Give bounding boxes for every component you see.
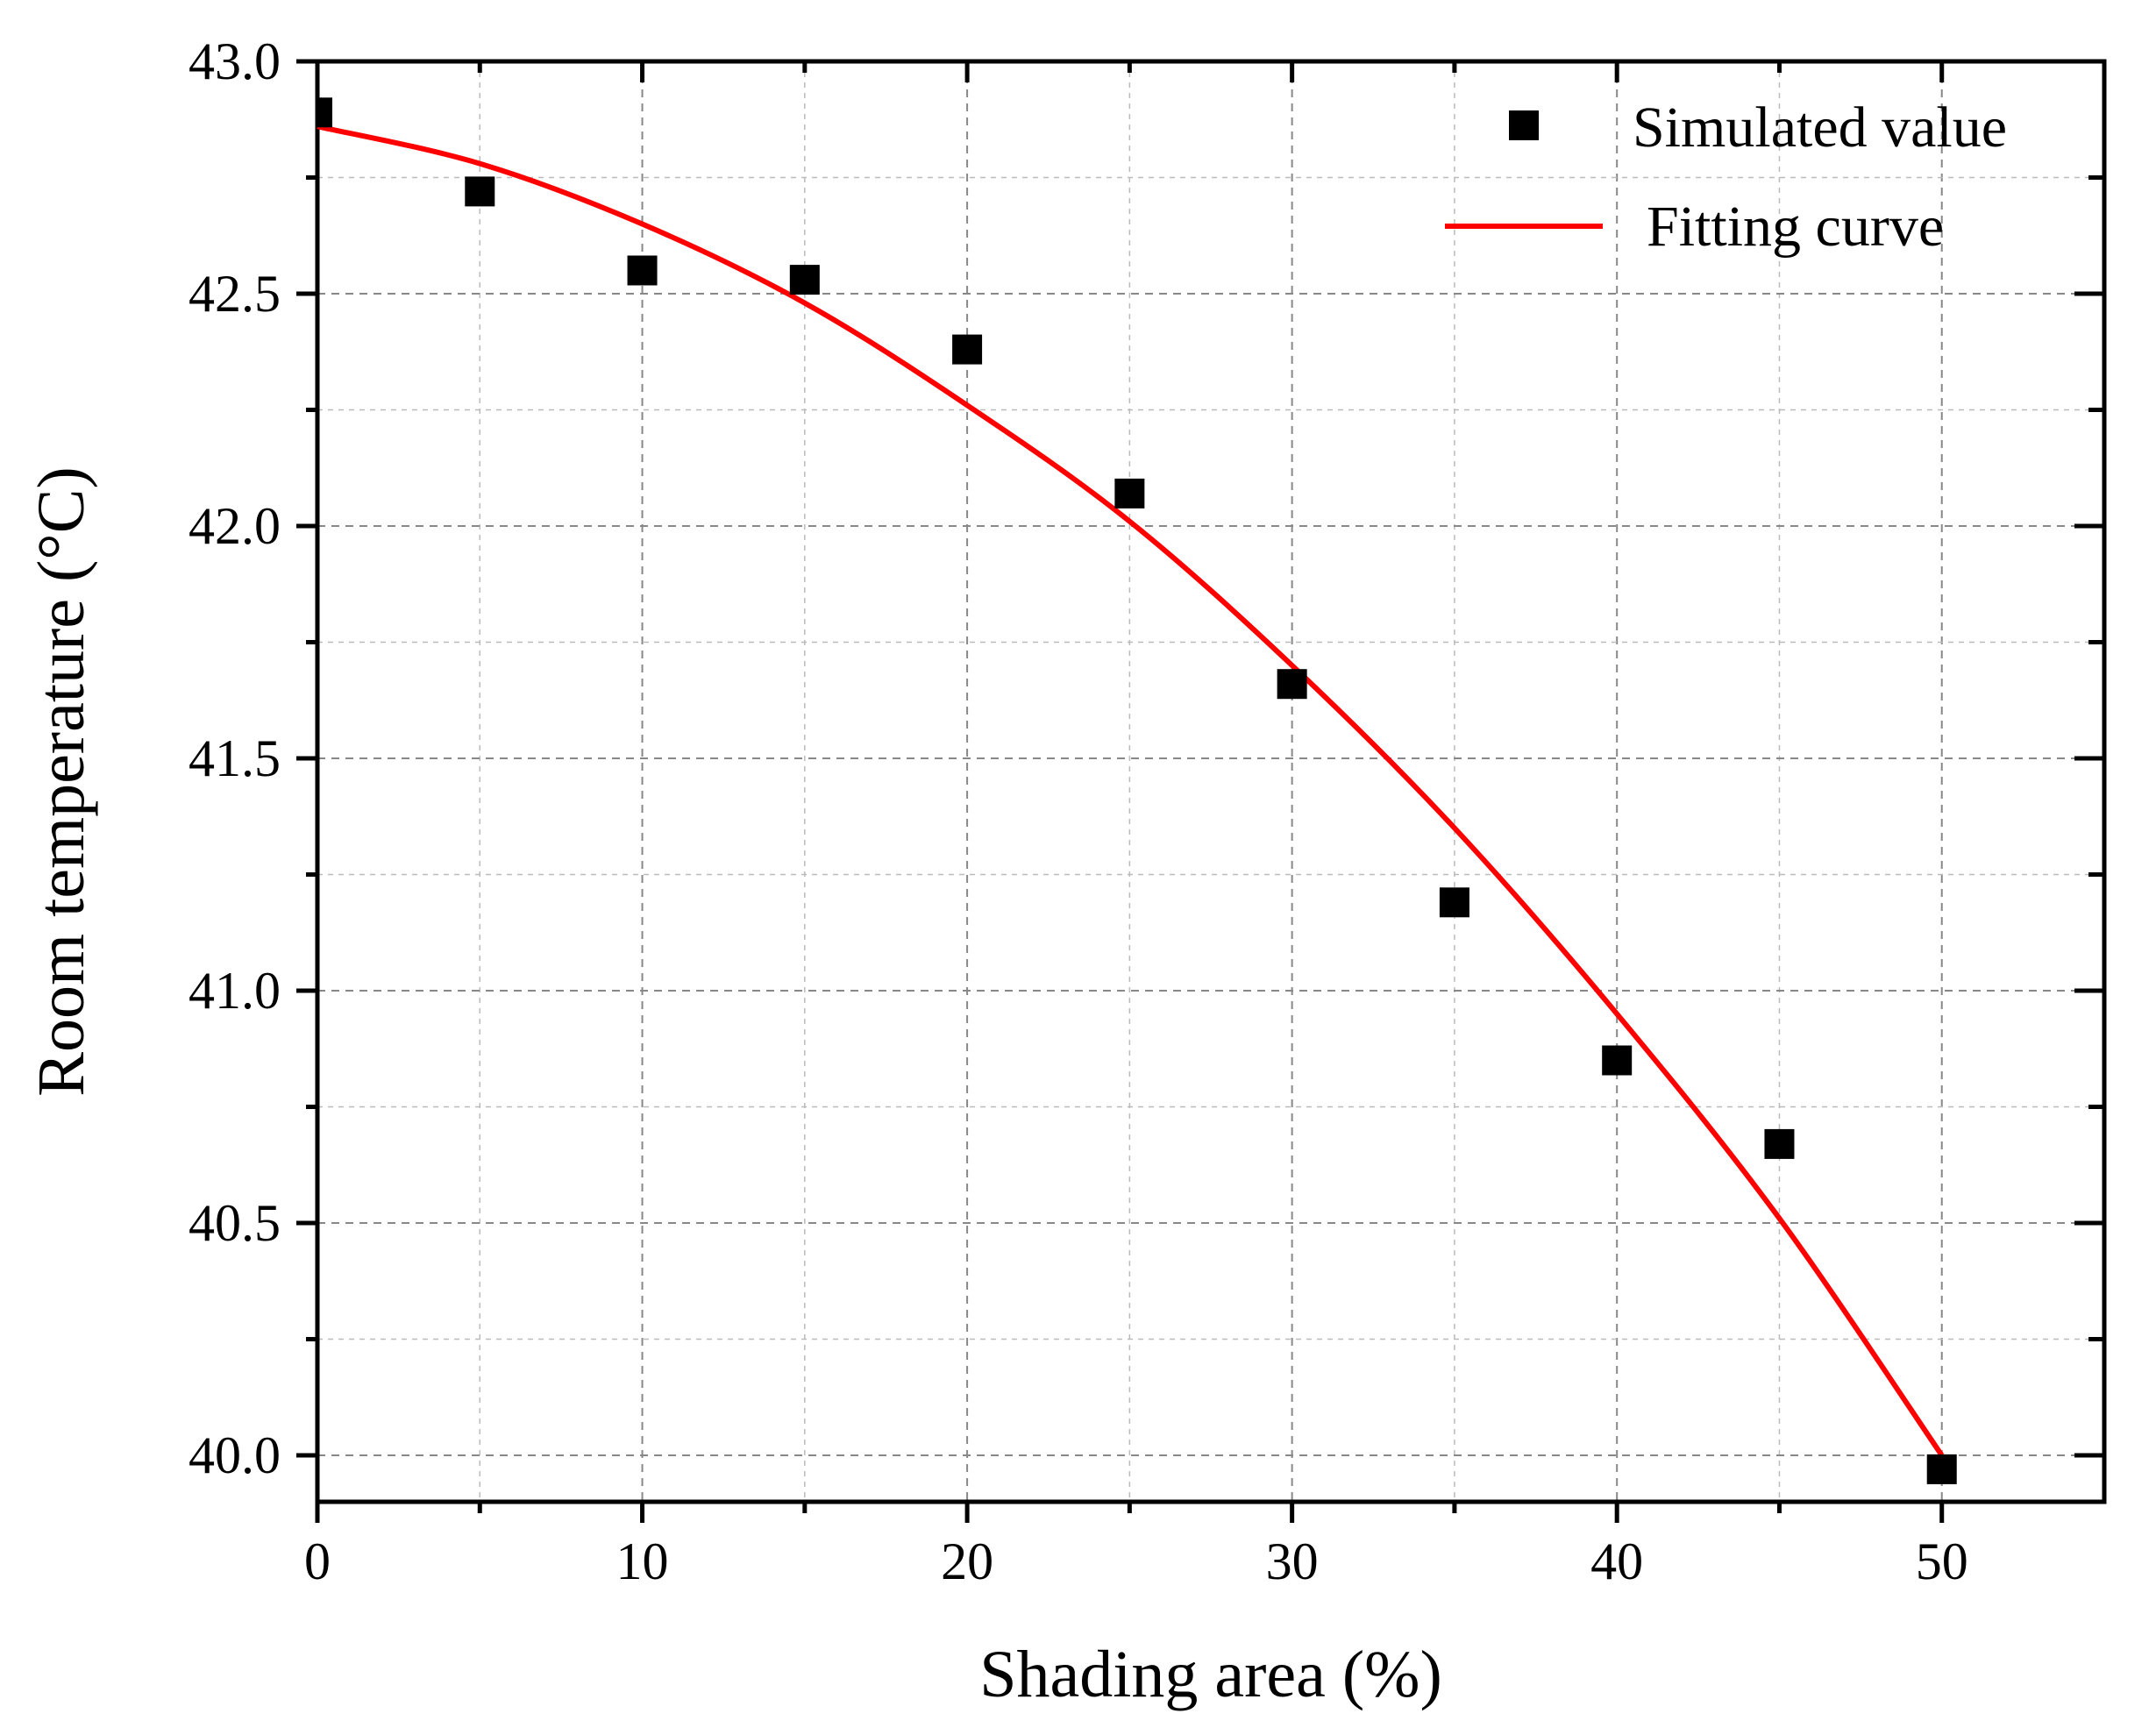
tick-labels: 0 10 20 30 40 50 40.0 40.5 41.0 41.5 42.0 42.5 43.0	[189, 32, 1968, 1590]
data-point	[1277, 669, 1307, 699]
y-axis-title: Room temperature (°C)	[25, 466, 98, 1096]
grid	[317, 61, 2104, 1502]
x-tick-label: 50	[1916, 1532, 1968, 1590]
legend-marker-simulated-value	[1509, 110, 1539, 140]
data-point	[952, 335, 982, 365]
y-tick-label: 42.0	[189, 497, 281, 555]
x-tick-label: 20	[941, 1532, 993, 1590]
data-point	[302, 97, 332, 127]
x-tick-label: 30	[1266, 1532, 1319, 1590]
x-tick-label: 0	[304, 1532, 331, 1590]
data-point	[465, 176, 495, 206]
chart: 0 10 20 30 40 5040.040.541.041.542.042.543.0 …	[0, 0, 2156, 1735]
y-tick-label: 41.5	[189, 729, 281, 787]
axis-ticks	[296, 61, 2104, 1523]
y-tick-label: 43.0	[189, 32, 281, 90]
data-point	[1440, 887, 1469, 917]
legend-label-simulated-value: Simulated value	[1633, 96, 2007, 160]
data-point	[1114, 479, 1144, 508]
data-point	[1602, 1046, 1632, 1076]
y-tick-label: 41.0	[189, 962, 281, 1020]
plot-frame	[317, 61, 2104, 1502]
y-tick-label: 40.5	[189, 1194, 281, 1252]
x-axis-title: Shading area (%)	[979, 1638, 1442, 1711]
data-point	[628, 256, 658, 286]
data-point	[790, 265, 820, 295]
x-tick-label: 10	[616, 1532, 669, 1590]
y-tick-label: 42.5	[189, 265, 281, 323]
legend-label-fitting-curve: Fitting curve	[1647, 195, 1944, 259]
data-point	[1764, 1129, 1794, 1159]
data-point	[1927, 1454, 1957, 1484]
y-tick-label: 40.0	[189, 1426, 281, 1484]
x-tick-label: 40	[1590, 1532, 1643, 1590]
